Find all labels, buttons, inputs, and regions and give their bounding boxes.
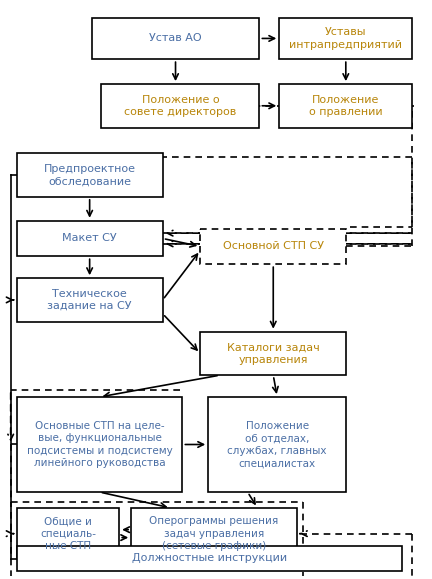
Text: Предпроектное
обследование: Предпроектное обследование [44,164,136,186]
Bar [131,508,297,559]
Text: Каталоги задач
управления: Каталоги задач управления [227,342,320,365]
Bar [16,545,402,571]
Bar [92,17,260,59]
Text: Основные СТП на целе-
вые, функциональные
подсистемы и подсистему
линейного руко: Основные СТП на целе- вые, функциональны… [27,421,172,468]
Bar [279,84,413,127]
Text: Устав АО: Устав АО [149,34,202,43]
Text: Положение о
совете директоров: Положение о совете директоров [124,94,237,117]
Bar [16,508,119,559]
Bar [208,397,346,492]
Text: Положение
о правлении: Положение о правлении [309,94,383,117]
Bar [102,84,260,127]
Text: Общие и
специаль-
ные СТП: Общие и специаль- ные СТП [40,516,96,551]
Bar [279,17,413,59]
Text: Техническое
задание на СУ: Техническое задание на СУ [48,289,132,311]
Bar [200,332,346,375]
Bar [16,221,163,256]
Text: Уставы
интрапредприятий: Уставы интрапредприятий [289,27,402,50]
Bar [16,153,163,197]
Text: Оперограммы решения
задач управления
(сетевые графики): Оперограммы решения задач управления (се… [149,516,279,551]
Bar [16,278,163,322]
Text: Основной СТП СУ: Основной СТП СУ [223,241,324,251]
Bar [200,229,346,264]
Text: Должностные инструкции: Должностные инструкции [131,554,287,563]
Text: Положение
об отделах,
службах, главных
специалистах: Положение об отделах, службах, главных с… [228,421,327,468]
Bar [16,397,182,492]
Text: Макет СУ: Макет СУ [62,233,117,244]
